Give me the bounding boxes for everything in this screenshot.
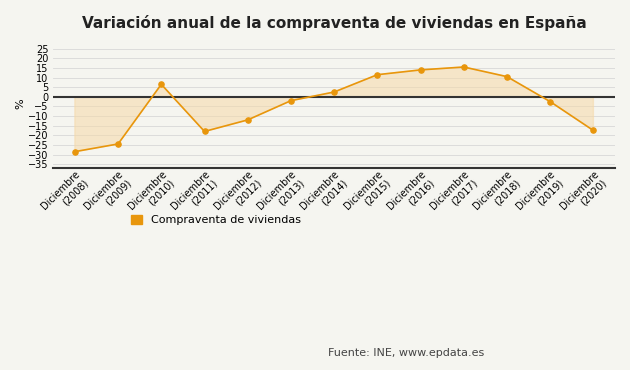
Point — [545, 99, 555, 105]
Point — [70, 149, 80, 155]
Point — [243, 117, 253, 123]
Point — [286, 98, 296, 104]
Point — [156, 81, 166, 87]
Point — [588, 128, 598, 134]
Point — [459, 64, 469, 70]
Point — [502, 74, 512, 80]
Y-axis label: %: % — [15, 98, 25, 109]
Point — [200, 128, 210, 134]
Point — [113, 141, 123, 147]
Title: Variación anual de la compraventa de viviendas en España: Variación anual de la compraventa de viv… — [82, 15, 587, 31]
Legend: Compraventa de viviendas: Compraventa de viviendas — [126, 210, 305, 229]
Point — [372, 72, 382, 78]
Point — [416, 67, 426, 73]
Point — [329, 89, 339, 95]
Text: Fuente: INE, www.epdata.es: Fuente: INE, www.epdata.es — [328, 348, 484, 359]
